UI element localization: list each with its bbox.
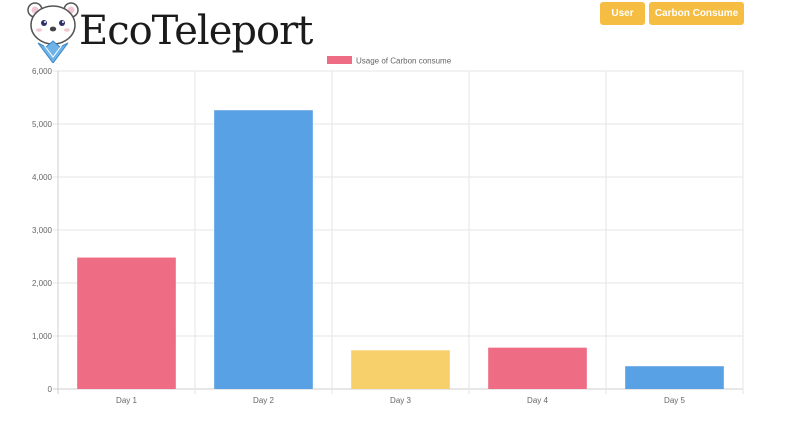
x-axis-ticks: Day 1 Day 2 Day 3 Day 4 Day 5	[116, 396, 685, 405]
user-button[interactable]: User	[600, 2, 645, 25]
y-tick-label: 0	[48, 385, 53, 394]
y-tick-label: 6,000	[32, 67, 53, 76]
polar-bear-icon	[27, 2, 79, 63]
legend-label: Usage of Carbon consume	[356, 57, 452, 66]
y-tick-label: 1,000	[32, 332, 53, 341]
bar[interactable]	[214, 110, 313, 389]
y-axis-ticks: 0 1,000 2,000 3,000 4,000 5,000 6,000	[32, 67, 53, 394]
x-tick-label: Day 4	[527, 396, 548, 405]
bar[interactable]	[351, 350, 450, 389]
y-tick-label: 5,000	[32, 120, 53, 129]
x-tick-label: Day 5	[664, 396, 685, 405]
y-tick-label: 3,000	[32, 226, 53, 235]
chart-legend: Usage of Carbon consume	[327, 56, 452, 66]
x-tick-label: Day 3	[390, 396, 411, 405]
brand-logo[interactable]	[26, 0, 80, 64]
y-tick-label: 4,000	[32, 173, 53, 182]
bar[interactable]	[488, 347, 587, 389]
bar[interactable]	[77, 257, 176, 389]
x-tick-label: Day 1	[116, 396, 137, 405]
y-tick-label: 2,000	[32, 279, 53, 288]
brand-name[interactable]: EcoTeleport	[79, 8, 313, 54]
top-nav: User Carbon Consume	[600, 2, 744, 25]
x-tick-label: Day 2	[253, 396, 274, 405]
legend-swatch	[327, 56, 352, 64]
carbon-consume-button[interactable]: Carbon Consume	[649, 2, 744, 25]
chart-bars	[77, 110, 724, 389]
bar[interactable]	[625, 366, 724, 389]
